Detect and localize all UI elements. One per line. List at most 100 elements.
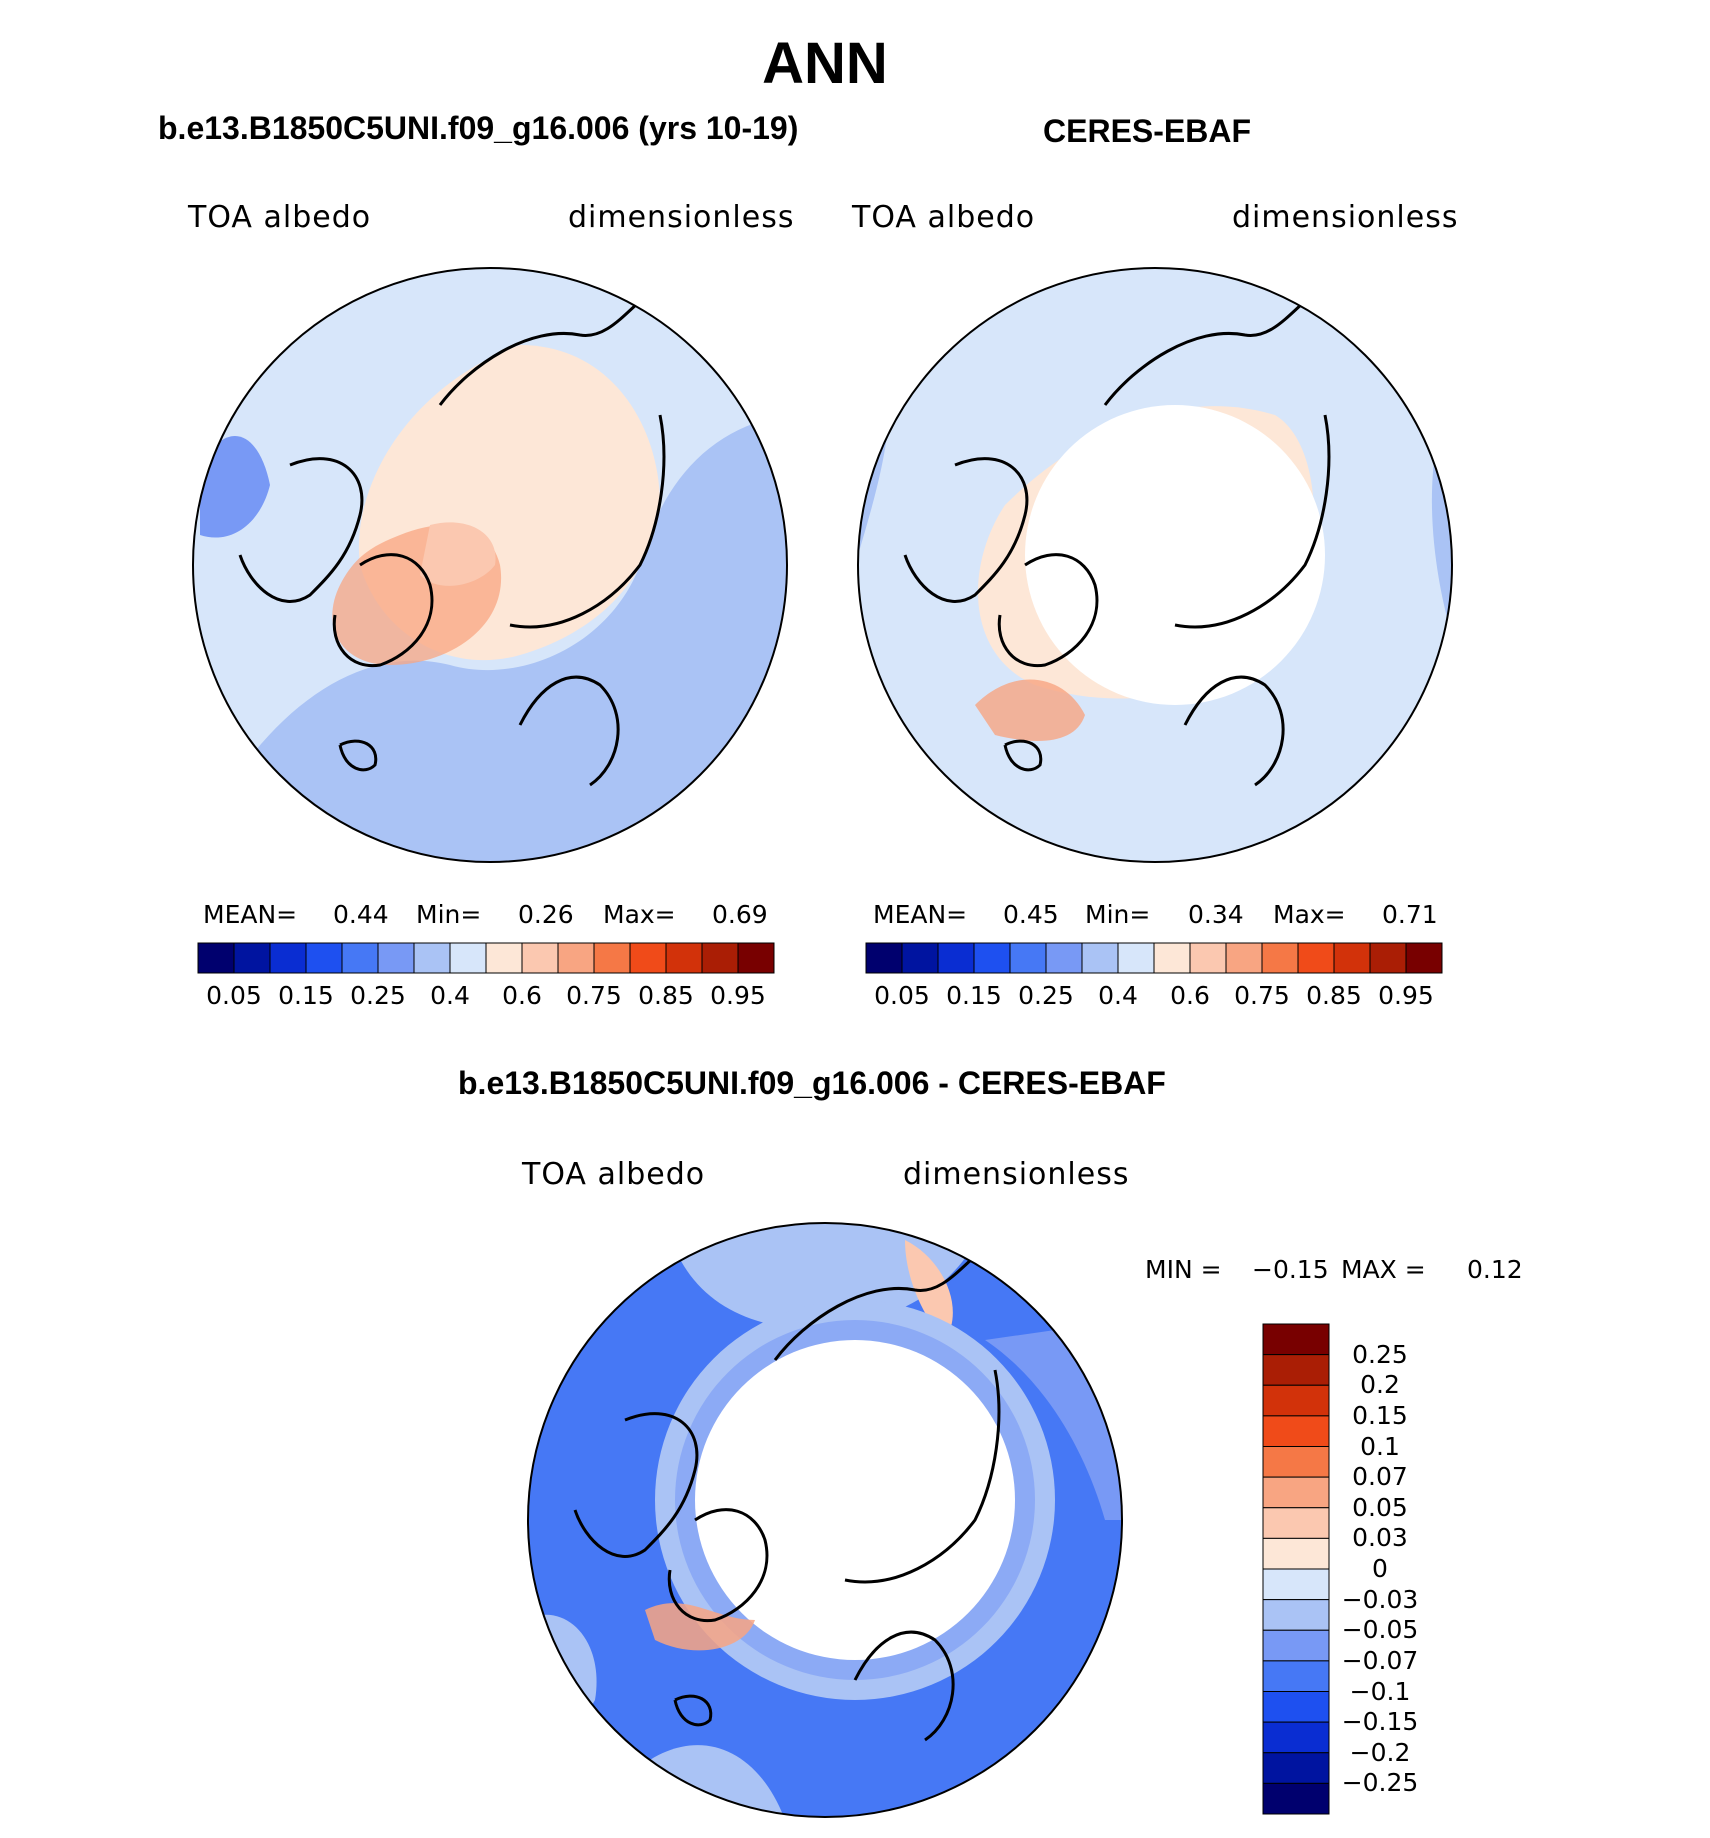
obs-colorbar-tick: 0.25 [1018, 981, 1074, 1010]
model-min-label: Min= [416, 900, 482, 929]
diff-colorbar-tick: 0.05 [1352, 1492, 1408, 1522]
model-colorbar-swatch [593, 942, 631, 974]
model-units-label: dimensionless [568, 200, 795, 235]
diff-colorbar-swatch [1262, 1323, 1330, 1356]
obs-mean-label: MEAN= [873, 900, 968, 929]
obs-variable-label: TOA albedo [852, 200, 1036, 235]
model-colorbar-tick: 0.6 [502, 981, 542, 1010]
model-colorbar-tick: 0.25 [350, 981, 406, 1010]
diff-units-label: dimensionless [903, 1157, 1130, 1192]
diff-colorbar-tick: −0.03 [1341, 1584, 1419, 1614]
diff-colorbar-swatch [1262, 1599, 1330, 1631]
obs-colorbar-swatch [1009, 942, 1047, 974]
obs-mean-value: 0.45 [1003, 900, 1059, 929]
model-min-value: 0.26 [518, 900, 574, 929]
model-colorbar-swatch [413, 942, 451, 974]
model-case-title: b.e13.B1850C5UNI.f09_g16.006 (yrs 10-19) [158, 110, 799, 146]
diff-min-label: MIN = [1145, 1255, 1222, 1284]
model-colorbar-swatch [557, 942, 595, 974]
model-mean-label: MEAN= [203, 900, 298, 929]
obs-units-label: dimensionless [1232, 200, 1459, 235]
diff-colorbar-swatch [1262, 1782, 1330, 1815]
obs-max-value: 0.71 [1382, 900, 1438, 929]
diff-colorbar-tick: 0 [1372, 1554, 1388, 1583]
model-colorbar-swatch [629, 942, 667, 974]
diff-colorbar-tick: 0.2 [1360, 1370, 1400, 1400]
diff-colorbar-swatch [1262, 1384, 1330, 1417]
model-colorbar-swatch [485, 942, 523, 974]
diff-colorbar-tick: −0.25 [1341, 1768, 1419, 1798]
model-mean-value: 0.44 [333, 900, 389, 929]
diff-colorbar-swatch [1262, 1415, 1330, 1447]
obs-colorbar-swatch [865, 942, 903, 974]
model-colorbar-swatch [701, 942, 739, 974]
model-colorbar-swatch [233, 942, 271, 974]
diff-max-value: 0.12 [1467, 1255, 1523, 1284]
diff-colorbar-swatch [1262, 1691, 1330, 1723]
diff-colorbar-tick: −0.15 [1341, 1707, 1419, 1737]
obs-max-label: Max= [1273, 900, 1346, 929]
model-colorbar-tick: 0.85 [638, 981, 694, 1010]
diff-colorbar-swatch [1262, 1476, 1330, 1509]
obs-colorbar-tick: 0.6 [1170, 981, 1210, 1010]
obs-colorbar-swatch [1333, 942, 1371, 974]
model-polar-map [192, 267, 788, 863]
diff-colorbar-tick: 0.03 [1352, 1523, 1408, 1553]
obs-colorbar-swatch [901, 942, 939, 974]
obs-colorbar-tick: 0.4 [1098, 981, 1138, 1010]
diff-title: b.e13.B1850C5UNI.f09_g16.006 - CERES-EBA… [458, 1065, 1166, 1101]
diff-colorbar-swatch [1262, 1752, 1330, 1784]
obs-colorbar-tick: 0.75 [1234, 981, 1290, 1010]
diff-colorbar [1262, 1323, 1330, 1815]
obs-colorbar-tick: 0.05 [874, 981, 930, 1010]
model-colorbar-tick: 0.75 [566, 981, 622, 1010]
diff-colorbar-swatch [1262, 1446, 1330, 1478]
model-colorbar-swatch [521, 942, 559, 974]
obs-case-title: CERES-EBAF [1043, 113, 1252, 149]
page-title: ANN [762, 31, 888, 96]
obs-colorbar-swatch [1081, 942, 1119, 974]
diff-colorbar-swatch [1262, 1354, 1330, 1386]
diff-colorbar-swatch [1262, 1507, 1330, 1539]
diff-colorbar-swatch [1262, 1660, 1330, 1692]
diff-max-label: MAX = [1341, 1255, 1426, 1284]
diff-polar-map [527, 1222, 1123, 1818]
model-colorbar-tick: 0.4 [430, 981, 470, 1010]
obs-colorbar-tick: 0.85 [1306, 981, 1362, 1010]
diff-colorbar-tick: 0.15 [1352, 1400, 1408, 1430]
obs-colorbar-swatch [1117, 942, 1155, 974]
model-colorbar-swatch [377, 942, 415, 974]
model-colorbar-swatch [341, 942, 379, 974]
model-colorbar-swatch [305, 942, 343, 974]
obs-colorbar [865, 942, 1443, 974]
diff-colorbar-swatch [1262, 1568, 1330, 1601]
diff-colorbar-tick: 0.1 [1360, 1431, 1400, 1461]
obs-colorbar-swatch [1153, 942, 1191, 974]
diff-variable-label: TOA albedo [522, 1157, 706, 1192]
obs-colorbar-swatch [1369, 942, 1407, 974]
obs-colorbar-swatch [973, 942, 1011, 974]
diff-colorbar-tick: −0.1 [1349, 1676, 1411, 1706]
model-colorbar-swatch [665, 942, 703, 974]
model-colorbar [197, 942, 775, 974]
model-colorbar-tick: 0.95 [710, 981, 766, 1010]
diff-colorbar-tick: −0.2 [1349, 1737, 1411, 1767]
obs-min-value: 0.34 [1188, 900, 1244, 929]
obs-min-label: Min= [1085, 900, 1151, 929]
diff-colorbar-swatch [1262, 1721, 1330, 1754]
model-colorbar-swatch [449, 942, 487, 974]
obs-colorbar-swatch [1225, 942, 1263, 974]
diff-colorbar-tick: 0.07 [1352, 1462, 1408, 1492]
obs-polar-map [857, 267, 1453, 863]
obs-colorbar-swatch [1405, 942, 1443, 974]
model-colorbar-swatch [197, 942, 235, 974]
obs-colorbar-swatch [1189, 942, 1227, 974]
diff-colorbar-tick: −0.07 [1341, 1645, 1419, 1675]
diff-colorbar-tick: −0.05 [1341, 1615, 1419, 1645]
model-colorbar-swatch [737, 942, 775, 974]
obs-colorbar-tick: 0.15 [946, 981, 1002, 1010]
diff-colorbar-swatch [1262, 1537, 1330, 1570]
model-max-label: Max= [603, 900, 676, 929]
model-max-value: 0.69 [712, 900, 768, 929]
diff-colorbar-swatch [1262, 1629, 1330, 1662]
